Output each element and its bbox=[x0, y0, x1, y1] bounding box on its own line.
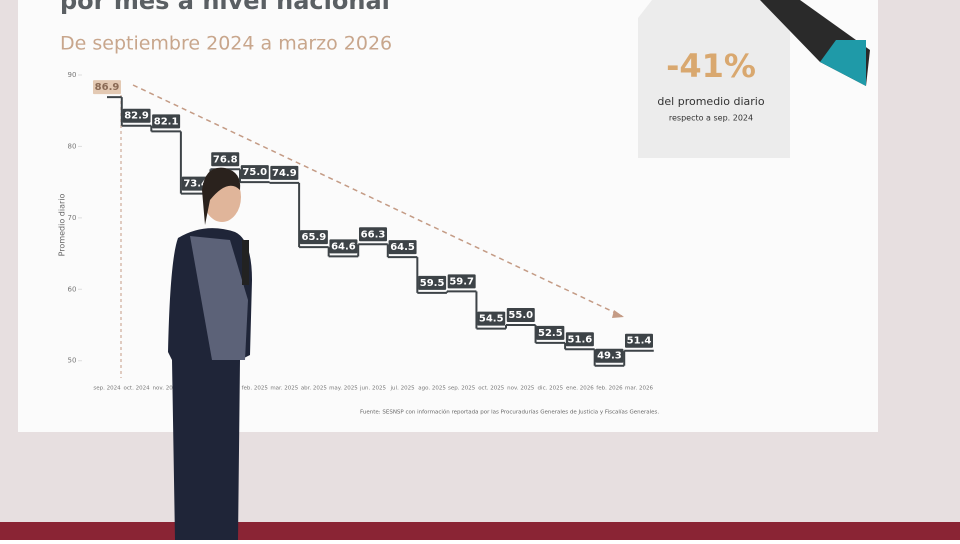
value-label: 82.1 bbox=[154, 116, 179, 127]
x-tick-label: abr. 2025 bbox=[301, 386, 328, 392]
x-tick-label: oct. 2024 bbox=[124, 386, 151, 392]
value-label-box bbox=[270, 165, 299, 180]
callout-box bbox=[638, 0, 790, 158]
value-label: 51.4 bbox=[627, 336, 652, 347]
value-label-box bbox=[299, 230, 328, 245]
value-label-box bbox=[418, 275, 447, 290]
value-label: 59.5 bbox=[420, 278, 445, 289]
plot: 50 60 70 80 90 sep. 2024 86.9 oct. 2024 82.9 nov.… bbox=[68, 71, 654, 392]
x-tick-label: feb. 2025 bbox=[242, 386, 269, 392]
value-label: 75.0 bbox=[242, 167, 267, 178]
x-tick-label: jun. 2025 bbox=[359, 386, 386, 392]
presenter bbox=[168, 167, 252, 540]
value-label: 54.5 bbox=[479, 314, 504, 325]
stage-edge bbox=[0, 522, 960, 540]
x-tick-label: dic. 2025 bbox=[538, 386, 564, 392]
microphone bbox=[242, 240, 249, 285]
y-tick-label: 70 bbox=[68, 214, 77, 222]
y-tick-label: 60 bbox=[68, 285, 77, 293]
x-tick-label: nov. 2024 bbox=[153, 386, 181, 392]
value-label-box bbox=[152, 114, 181, 129]
value-label-box bbox=[595, 348, 624, 363]
value-label-box bbox=[122, 108, 151, 123]
value-label: 82.9 bbox=[124, 111, 149, 122]
value-label-box bbox=[93, 80, 121, 95]
value-label: 49.3 bbox=[597, 351, 622, 362]
x-tick-label: nov. 2025 bbox=[507, 386, 535, 392]
x-tick-label: ene. 2026 bbox=[566, 386, 594, 392]
x-tick-label: sep. 2024 bbox=[93, 386, 121, 392]
value-label-box bbox=[329, 239, 358, 254]
callout-subtext: respecto a sep. 2024 bbox=[669, 114, 753, 123]
x-tick-label: mar. 2026 bbox=[625, 386, 653, 392]
x-tick-label: ago. 2025 bbox=[418, 386, 446, 392]
value-label: 66.3 bbox=[361, 229, 386, 240]
value-label-box bbox=[240, 165, 269, 180]
y-tick-label: 80 bbox=[68, 142, 77, 150]
value-label-box bbox=[211, 152, 240, 167]
value-label: 64.6 bbox=[331, 241, 356, 252]
y-tick-label: 90 bbox=[68, 71, 77, 79]
value-label-box bbox=[477, 311, 506, 326]
value-label-box bbox=[359, 227, 387, 242]
value-label: 64.5 bbox=[390, 242, 415, 253]
chart-subtitle: De septiembre 2024 a marzo 2026 bbox=[60, 33, 392, 55]
value-label-box bbox=[565, 332, 594, 347]
value-label-box bbox=[506, 308, 535, 322]
source: Fuente: SESNSP con información reportada… bbox=[360, 409, 659, 416]
value-label: 76.8 bbox=[213, 154, 238, 165]
value-label: 65.9 bbox=[302, 232, 327, 243]
x-tick-label: jul. 2025 bbox=[390, 386, 416, 392]
value-label: 55.0 bbox=[508, 310, 533, 321]
y-tick-label: 50 bbox=[68, 357, 77, 365]
x-tick-label: mar. 2025 bbox=[270, 386, 298, 392]
value-label-box bbox=[625, 333, 653, 348]
value-label: 74.9 bbox=[272, 168, 297, 179]
trend-arrow bbox=[132, 84, 623, 317]
trend-arrow-head bbox=[612, 310, 624, 318]
presenter-vest bbox=[190, 236, 248, 360]
y-axis-label: Promedio diario bbox=[58, 194, 67, 257]
callout-value: -41% bbox=[666, 47, 756, 85]
value-label: 86.9 bbox=[95, 82, 120, 93]
value-label: 52.5 bbox=[538, 328, 563, 339]
value-label: 51.6 bbox=[568, 334, 593, 345]
value-label-box bbox=[536, 325, 565, 340]
presenter-hair bbox=[202, 167, 241, 225]
x-tick-label: oct. 2025 bbox=[478, 386, 505, 392]
value-label: 73.4 bbox=[183, 179, 208, 190]
x-tick-label: may. 2025 bbox=[329, 386, 358, 392]
x-tick-label: feb. 2026 bbox=[596, 386, 623, 392]
callout-arrow-tip bbox=[820, 40, 866, 86]
x-tick-label: sep. 2025 bbox=[448, 386, 476, 392]
value-label-box bbox=[388, 240, 417, 255]
value-label-box bbox=[447, 274, 476, 289]
callout-text: del promedio diario bbox=[657, 95, 764, 108]
value-label: 59.7 bbox=[449, 276, 474, 287]
chart-title: por mes a nivel nacional bbox=[60, 0, 390, 15]
